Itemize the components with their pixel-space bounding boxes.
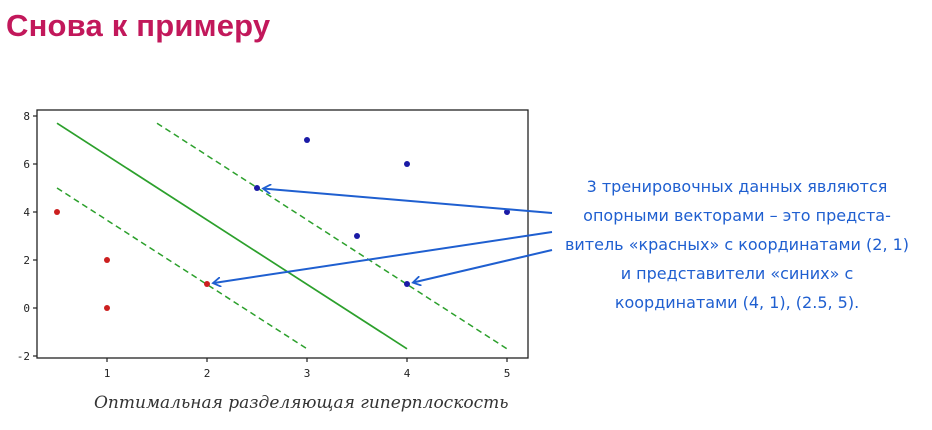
margin-line [156, 122, 508, 350]
annotation-line: 3 тренировочных данных являются [586, 177, 888, 196]
annotation-line: и представители «синих» с [620, 264, 854, 283]
annotation-arrow [214, 231, 553, 283]
annotation-line: координатами (4, 1), (2.5, 5). [614, 293, 860, 312]
blue-data-point [304, 137, 310, 143]
red-data-point [104, 305, 110, 311]
separating-hyperplane [56, 122, 408, 350]
blue-data-point [404, 161, 410, 167]
x-tick-label: 2 [204, 367, 211, 380]
annotation-arrow [264, 189, 553, 214]
plot-frame [36, 109, 529, 359]
slide-title: Снова к примеру [6, 8, 271, 43]
blue-data-point [354, 233, 360, 239]
chart-caption: Оптимальная разделяющая гиперплоскость [94, 393, 509, 413]
blue-data-point [254, 185, 260, 191]
blue-data-point [404, 281, 410, 287]
y-tick-label: -2 [17, 350, 30, 363]
red-data-point [204, 281, 210, 287]
annotation-line: витель «красных» с координатами (2, 1) [564, 235, 910, 254]
annotation-arrow [414, 249, 553, 282]
red-data-point [54, 209, 60, 215]
x-tick-label: 3 [304, 367, 311, 380]
x-tick-label: 1 [104, 367, 111, 380]
blue-data-point [504, 209, 510, 215]
margin-line [56, 187, 308, 350]
support-vectors-annotation: 3 тренировочных данных являются опорными… [562, 172, 912, 317]
y-tick-label: 4 [23, 206, 30, 219]
x-tick-label: 4 [404, 367, 411, 380]
red-data-point [104, 257, 110, 263]
annotation-line: опорными векторами – это предста- [583, 206, 891, 225]
x-tick-label: 5 [504, 367, 511, 380]
y-tick-label: 0 [23, 302, 30, 315]
y-tick-label: 8 [23, 110, 30, 123]
y-tick-label: 6 [23, 158, 30, 171]
y-tick-label: 2 [23, 254, 30, 267]
